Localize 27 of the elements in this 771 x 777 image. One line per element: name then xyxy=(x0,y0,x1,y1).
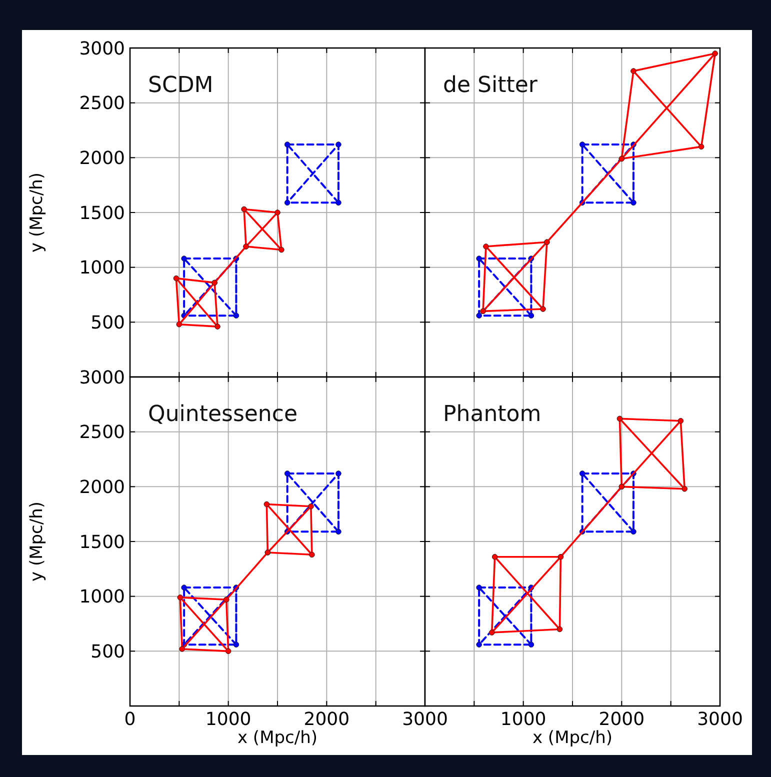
x-tick-label: 1000 xyxy=(205,709,252,730)
y-tick-label: 1000 xyxy=(79,586,125,608)
y-tick-label: 1000 xyxy=(79,258,125,279)
x-axis-title: x (Mpc/h) xyxy=(237,728,318,748)
text: Quintessence xyxy=(148,402,298,427)
x-tick-label: 0 xyxy=(124,709,136,730)
x-tick-label: 2000 xyxy=(598,709,645,730)
y-tick-label: 1500 xyxy=(79,532,125,553)
y-tick-label: 3000 xyxy=(79,38,125,60)
y-tick-label: 1500 xyxy=(79,202,125,224)
x-axis-title: x (Mpc/h) xyxy=(532,728,613,748)
y-tick-label: 2000 xyxy=(79,148,125,169)
y-tick-label: 3000 xyxy=(79,367,125,388)
y-tick-label: 2000 xyxy=(79,476,125,498)
y-axis-title: y (Mpc/h) xyxy=(27,172,47,253)
y-tick-label: 2500 xyxy=(79,422,125,444)
y-axis-title: y (Mpc/h) xyxy=(27,501,47,582)
text: Phantom xyxy=(443,402,542,427)
y-tick-label: 2500 xyxy=(79,93,125,114)
y-tick-label: 500 xyxy=(90,641,125,662)
text: de Sitter xyxy=(443,73,538,98)
x-tick-label: 2000 xyxy=(304,709,350,730)
text: SCDM xyxy=(148,73,214,98)
x-tick-label: 3000 xyxy=(402,709,448,730)
x-tick-label: 1000 xyxy=(500,709,546,730)
x-tick-label: 3000 xyxy=(697,709,743,730)
y-tick-label: 500 xyxy=(90,312,125,334)
